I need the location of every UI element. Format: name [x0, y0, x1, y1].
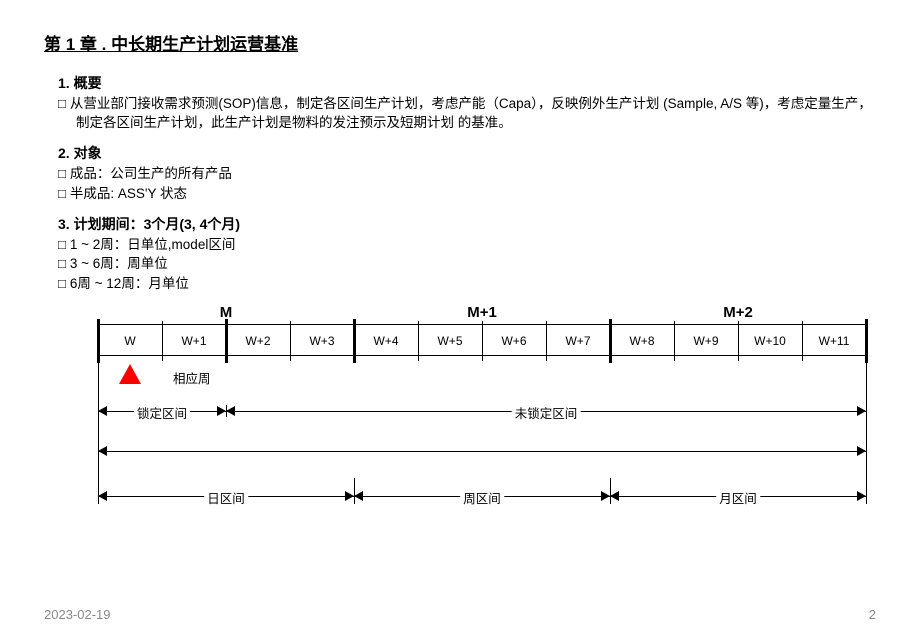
section-period: 3. 计划期间：3个月(3, 4个月) □ 1 ~ 2周：日单位,model区间… — [58, 214, 880, 295]
week-cell: W+6 — [482, 325, 546, 357]
section-1-bullet-1: □ 从营业部门接收需求预测(SOP)信息，制定各区间生产计划，考虑产能（Capa… — [58, 95, 880, 133]
section-2-bullet-1: □ 成品：公司生产的所有产品 — [58, 165, 880, 184]
week-cell: W+9 — [674, 325, 738, 357]
week-row: WW+1W+2W+3W+4W+5W+6W+7W+8W+9W+10W+11 — [98, 324, 866, 356]
month-m1: M+1 — [467, 304, 497, 321]
month-m2: M+2 — [723, 304, 753, 321]
week-cell: W+4 — [354, 325, 418, 357]
range-label: 日区间 — [204, 488, 248, 507]
week-cell: W+11 — [802, 325, 866, 357]
week-cell: W+7 — [546, 325, 610, 357]
week-cell: W+5 — [418, 325, 482, 357]
section-3-bullet-3: □ 6周 ~ 12周：月单位 — [58, 275, 880, 294]
footer-date: 2023-02-19 — [44, 607, 111, 622]
section-2-head: 2. 对象 — [58, 143, 880, 163]
section-1-head: 1. 概要 — [58, 73, 880, 93]
section-3-bullet-1: □ 1 ~ 2周：日单位,model区间 — [58, 236, 880, 255]
week-cell: W+1 — [162, 325, 226, 357]
range-label: 月区间 — [716, 488, 760, 507]
week-cell: W — [98, 325, 162, 357]
current-week-label: 相应周 — [170, 368, 214, 387]
range-label: 周区间 — [460, 488, 504, 507]
section-overview: 1. 概要 □ 从营业部门接收需求预测(SOP)信息，制定各区间生产计划，考虑产… — [58, 73, 880, 133]
section-3-bullet-2: □ 3 ~ 6周：周单位 — [58, 255, 880, 274]
section-2-bullet-2: □ 半成品: ASS'Y 状态 — [58, 185, 880, 204]
chapter-title: 第 1 章 . 中长期生产计划运营基准 — [40, 30, 880, 55]
week-cell: W+3 — [290, 325, 354, 357]
section-target: 2. 对象 □ 成品：公司生产的所有产品 □ 半成品: ASS'Y 状态 — [58, 143, 880, 204]
timeline: WW+1W+2W+3W+4W+5W+6W+7W+8W+9W+10W+11 相应周… — [98, 324, 866, 546]
footer-page: 2 — [869, 607, 876, 622]
range-label: 未锁定区间 — [512, 403, 581, 422]
week-cell: W+10 — [738, 325, 802, 357]
marker-area: 相应周锁定区间 未锁定区间日区间 周区间 月区间 — [98, 356, 866, 546]
week-cell: W+8 — [610, 325, 674, 357]
current-week-marker-icon — [119, 364, 141, 384]
range-label: 锁定区间 — [134, 403, 190, 422]
section-3-head: 3. 计划期间：3个月(3, 4个月) — [58, 214, 880, 234]
week-cell: W+2 — [226, 325, 290, 357]
